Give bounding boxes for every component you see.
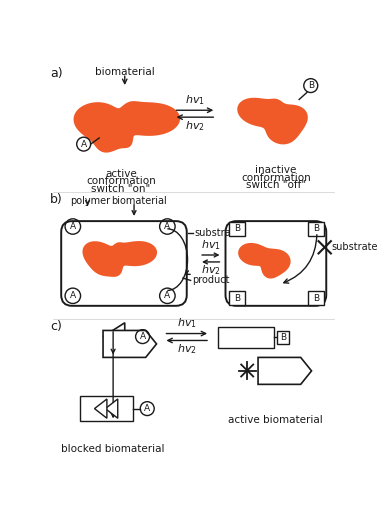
Text: biomaterial: biomaterial <box>111 196 167 206</box>
Text: A: A <box>144 404 150 413</box>
Bar <box>308 291 324 305</box>
Text: substrate: substrate <box>332 242 378 252</box>
Text: A: A <box>164 222 170 231</box>
Text: substrate: substrate <box>195 228 241 238</box>
Text: b): b) <box>50 194 63 206</box>
Polygon shape <box>94 399 107 418</box>
Text: A: A <box>81 140 87 149</box>
Bar <box>308 222 324 236</box>
Text: B: B <box>313 225 319 233</box>
Text: A: A <box>70 222 76 231</box>
Text: c): c) <box>50 321 62 333</box>
Text: $h\mathit{v}_2$: $h\mathit{v}_2$ <box>201 264 221 277</box>
Text: a): a) <box>50 67 63 80</box>
Text: active: active <box>105 169 137 179</box>
Polygon shape <box>103 331 156 358</box>
Text: B: B <box>308 81 314 90</box>
Text: inactive: inactive <box>255 165 297 175</box>
FancyBboxPatch shape <box>226 221 326 306</box>
Text: B: B <box>313 294 319 303</box>
FancyBboxPatch shape <box>61 221 187 306</box>
Text: conformation: conformation <box>241 173 311 182</box>
Text: switch "off": switch "off" <box>246 180 306 190</box>
Polygon shape <box>258 358 311 385</box>
Polygon shape <box>82 241 157 277</box>
Text: product: product <box>192 275 230 285</box>
Bar <box>277 331 289 343</box>
Text: A: A <box>70 291 76 300</box>
Text: biomaterial: biomaterial <box>95 67 155 77</box>
Text: $h\mathit{v}_1$: $h\mathit{v}_1$ <box>177 316 197 331</box>
Text: $h\mathit{v}_2$: $h\mathit{v}_2$ <box>177 342 197 356</box>
Text: $h\mathit{v}_1$: $h\mathit{v}_1$ <box>185 93 205 107</box>
FancyArrowPatch shape <box>284 235 317 283</box>
Text: B: B <box>234 294 240 303</box>
Text: switch "on": switch "on" <box>91 184 150 194</box>
Polygon shape <box>103 323 125 351</box>
Polygon shape <box>238 243 291 278</box>
Text: $h\mathit{v}_1$: $h\mathit{v}_1$ <box>201 238 221 252</box>
Polygon shape <box>105 399 118 418</box>
Text: A: A <box>164 291 170 300</box>
Text: blocked biomaterial: blocked biomaterial <box>61 444 165 455</box>
Bar <box>218 327 274 348</box>
Text: polymer: polymer <box>70 196 110 206</box>
Text: A: A <box>139 332 146 341</box>
Text: B: B <box>280 333 286 342</box>
Polygon shape <box>74 101 180 152</box>
Text: B: B <box>234 225 240 233</box>
Text: $h\mathit{v}_2$: $h\mathit{v}_2$ <box>185 119 205 133</box>
Bar <box>229 222 245 236</box>
Text: active biomaterial: active biomaterial <box>228 415 323 425</box>
Bar <box>229 291 245 305</box>
Bar <box>80 396 133 421</box>
Polygon shape <box>237 98 308 144</box>
Text: conformation: conformation <box>86 176 156 186</box>
